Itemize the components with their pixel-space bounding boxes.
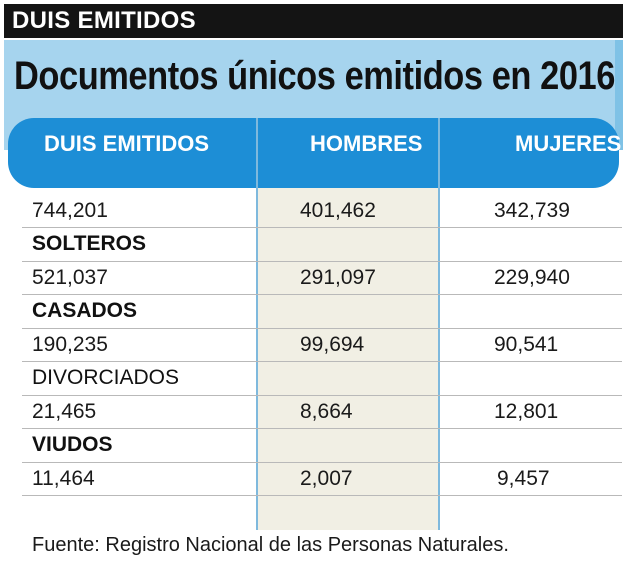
table-cell-viudos-mujeres: 9,457: [497, 467, 550, 490]
row-divider: [22, 462, 622, 463]
table-cell-viudos-hombres: 2,007: [300, 467, 353, 490]
table-cell-total-hombres: 401,462: [300, 199, 376, 222]
hombres-column-shade: [258, 188, 439, 530]
row-divider: [22, 428, 622, 429]
table-cell-solteros-all: 521,037: [32, 266, 108, 289]
table-cell-divorciados-mujeres: 12,801: [494, 400, 559, 423]
table-cell-total-mujeres: 342,739: [494, 199, 570, 222]
source-note: Fuente: Registro Nacional de las Persona…: [32, 534, 509, 556]
row-divider: [22, 261, 622, 262]
table-cell-solteros-mujeres: 229,940: [494, 266, 570, 289]
row-divider: [22, 395, 622, 396]
column-divider: [438, 118, 440, 530]
header-hombres: HOMBRES: [310, 131, 423, 156]
banner-text: DUIS EMITIDOS: [12, 7, 196, 34]
table-cell-casados-mujeres: 90,541: [494, 333, 559, 356]
category-viudos: VIUDOS: [32, 433, 113, 456]
row-divider: [22, 294, 622, 295]
table-header-band: [8, 118, 619, 188]
header-mujeres: MUJERES: [515, 131, 622, 156]
table-cell-viudos-all: 11,464: [32, 467, 95, 490]
table-cell-solteros-hombres: 291,097: [300, 266, 376, 289]
table-cell-total-all: 744,201: [32, 199, 108, 222]
row-divider: [22, 328, 622, 329]
row-divider: [22, 495, 622, 496]
table-cell-casados-all: 190,235: [32, 333, 108, 356]
table-cell-divorciados-hombres: 8,664: [300, 400, 353, 423]
header-duis-emitidos: DUIS EMITIDOS: [44, 131, 210, 156]
row-divider: [22, 227, 622, 228]
table-cell-casados-hombres: 99,694: [300, 333, 365, 356]
category-solteros: SOLTEROS: [32, 232, 146, 255]
chart-title: Documentos únicos emitidos en 2016: [14, 54, 615, 98]
table-cell-divorciados-all: 21,465: [32, 400, 97, 423]
banner: DUIS EMITIDOS: [4, 4, 623, 38]
column-divider: [256, 118, 258, 530]
row-divider: [22, 361, 622, 362]
category-divorciados: DIVORCIADOS: [32, 366, 180, 389]
category-casados: CASADOS: [32, 299, 138, 322]
